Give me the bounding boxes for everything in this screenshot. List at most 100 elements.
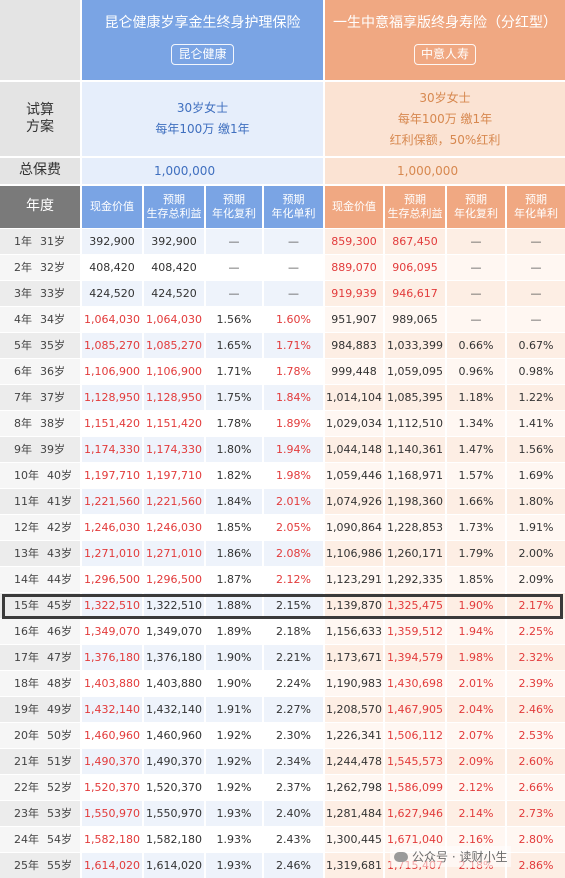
year-label: 9年: [14, 442, 32, 456]
right-product-header: 一生中意福享版终身寿险（分红型） 中意人寿: [325, 0, 565, 80]
left-col-simple-header: 预期 年化单利: [264, 186, 323, 228]
left-header-3: 预期 年化复利: [212, 193, 256, 220]
right-value-cell: 1,319,681: [325, 853, 383, 878]
right-value-cell: 1.56%: [507, 437, 565, 462]
premium-label-text: 总保费: [19, 162, 61, 179]
right-calc-plan: 30岁女士 每年100万 缴1年 红利保额，50%红利: [325, 82, 565, 156]
right-value-cell: —: [447, 255, 505, 280]
year-column-header: 年度: [0, 186, 80, 228]
right-value-cell: 1,112,510: [385, 411, 445, 436]
right-value-cell: 2.53%: [507, 723, 565, 748]
left-value-cell: 1.94%: [264, 437, 323, 462]
year-cell: 1年 31岁: [0, 229, 80, 254]
right-value-cell: 1.47%: [447, 437, 505, 462]
left-value-cell: 1.71%: [264, 333, 323, 358]
year-label: 2年: [14, 260, 32, 274]
right-value-cell: 2.39%: [507, 671, 565, 696]
left-value-cell: 1.84%: [264, 385, 323, 410]
right-value-cell: 2.00%: [507, 541, 565, 566]
left-value-cell: 1,349,070: [82, 619, 142, 644]
right-value-cell: 2.86%: [507, 853, 565, 878]
left-value-cell: 1,296,500: [82, 567, 142, 592]
left-value-cell: 1.80%: [206, 437, 262, 462]
right-value-cell: 1.80%: [507, 489, 565, 514]
right-value-cell: 867,450: [385, 229, 445, 254]
left-product-header: 昆仑健康岁享金生终身护理保险 昆仑健康: [82, 0, 323, 80]
left-value-cell: 1.86%: [206, 541, 262, 566]
right-value-cell: 946,617: [385, 281, 445, 306]
right-header-2: 预期 生存总利益: [387, 193, 443, 220]
right-value-cell: 1.69%: [507, 463, 565, 488]
year-label: 21年: [14, 754, 39, 768]
right-value-cell: 1,292,335: [385, 567, 445, 592]
right-value-cell: 1.85%: [447, 567, 505, 592]
watermark: 公众号 · 读财小生: [390, 846, 512, 867]
left-value-cell: 1,376,180: [144, 645, 204, 670]
right-value-cell: 859,300: [325, 229, 383, 254]
left-col-compound-header: 预期 年化复利: [206, 186, 262, 228]
left-value-cell: 408,420: [82, 255, 142, 280]
left-value-cell: 1,271,010: [144, 541, 204, 566]
left-value-cell: 1,520,370: [144, 775, 204, 800]
right-value-cell: 1,244,478: [325, 749, 383, 774]
left-value-cell: 1,614,020: [144, 853, 204, 878]
year-cell: 2年 32岁: [0, 255, 80, 280]
left-value-cell: 1.85%: [206, 515, 262, 540]
left-value-cell: 1,064,030: [144, 307, 204, 332]
year-cell: 10年 40岁: [0, 463, 80, 488]
right-col-total-benefit-header: 预期 生存总利益: [385, 186, 445, 228]
right-value-cell: 0.66%: [447, 333, 505, 358]
year-cell: 13年 43岁: [0, 541, 80, 566]
year-cell: 20年 50岁: [0, 723, 80, 748]
right-value-cell: 2.09%: [447, 749, 505, 774]
year-label: 3年: [14, 286, 32, 300]
year-label: 25年: [14, 858, 39, 872]
left-calc-plan: 30岁女士 每年100万 缴1年: [82, 82, 323, 156]
right-col-compound-header: 预期 年化复利: [447, 186, 505, 228]
age-label: 34岁: [40, 312, 65, 326]
right-value-cell: 1,014,104: [325, 385, 383, 410]
age-label: 52岁: [47, 780, 72, 794]
left-value-cell: 1.65%: [206, 333, 262, 358]
year-label: 11年: [14, 494, 39, 508]
left-value-cell: 1,614,020: [82, 853, 142, 878]
left-value-cell: 1,520,370: [82, 775, 142, 800]
year-cell: 25年 55岁: [0, 853, 80, 878]
right-value-cell: 1,325,475: [385, 593, 445, 618]
left-value-cell: 1.91%: [206, 697, 262, 722]
left-value-cell: 1.75%: [206, 385, 262, 410]
year-label: 19年: [14, 702, 39, 716]
right-value-cell: —: [507, 229, 565, 254]
premium-label: 总保费: [0, 158, 80, 184]
right-value-cell: 2.04%: [447, 697, 505, 722]
left-header-4: 预期 年化单利: [271, 193, 316, 220]
right-value-cell: 2.60%: [507, 749, 565, 774]
year-cell: 15年 45岁: [0, 593, 80, 618]
right-value-cell: 1.22%: [507, 385, 565, 410]
year-cell: 8年 38岁: [0, 411, 80, 436]
left-value-cell: 1.56%: [206, 307, 262, 332]
right-value-cell: 1,394,579: [385, 645, 445, 670]
year-label: 17年: [14, 650, 39, 664]
year-cell: 22年 52岁: [0, 775, 80, 800]
left-value-cell: 1.98%: [264, 463, 323, 488]
left-value-cell: 1.60%: [264, 307, 323, 332]
left-value-cell: 2.12%: [264, 567, 323, 592]
right-value-cell: 1,140,361: [385, 437, 445, 462]
left-value-cell: 1,349,070: [144, 619, 204, 644]
right-value-cell: —: [507, 281, 565, 306]
left-value-cell: 2.46%: [264, 853, 323, 878]
right-value-cell: 1,044,148: [325, 437, 383, 462]
right-calc-line-1: 30岁女士: [419, 90, 471, 105]
left-value-cell: 1,106,900: [144, 359, 204, 384]
left-value-cell: 1.92%: [206, 775, 262, 800]
left-value-cell: —: [264, 229, 323, 254]
left-calc-line-1: 30岁女士: [176, 101, 229, 115]
left-value-cell: 1,221,560: [82, 489, 142, 514]
left-header-1: 现金价值: [90, 200, 134, 214]
left-header-2: 预期 生存总利益: [146, 193, 202, 220]
right-value-cell: 1,190,983: [325, 671, 383, 696]
left-value-cell: 2.18%: [264, 619, 323, 644]
year-cell: 6年 36岁: [0, 359, 80, 384]
right-value-cell: 0.67%: [507, 333, 565, 358]
